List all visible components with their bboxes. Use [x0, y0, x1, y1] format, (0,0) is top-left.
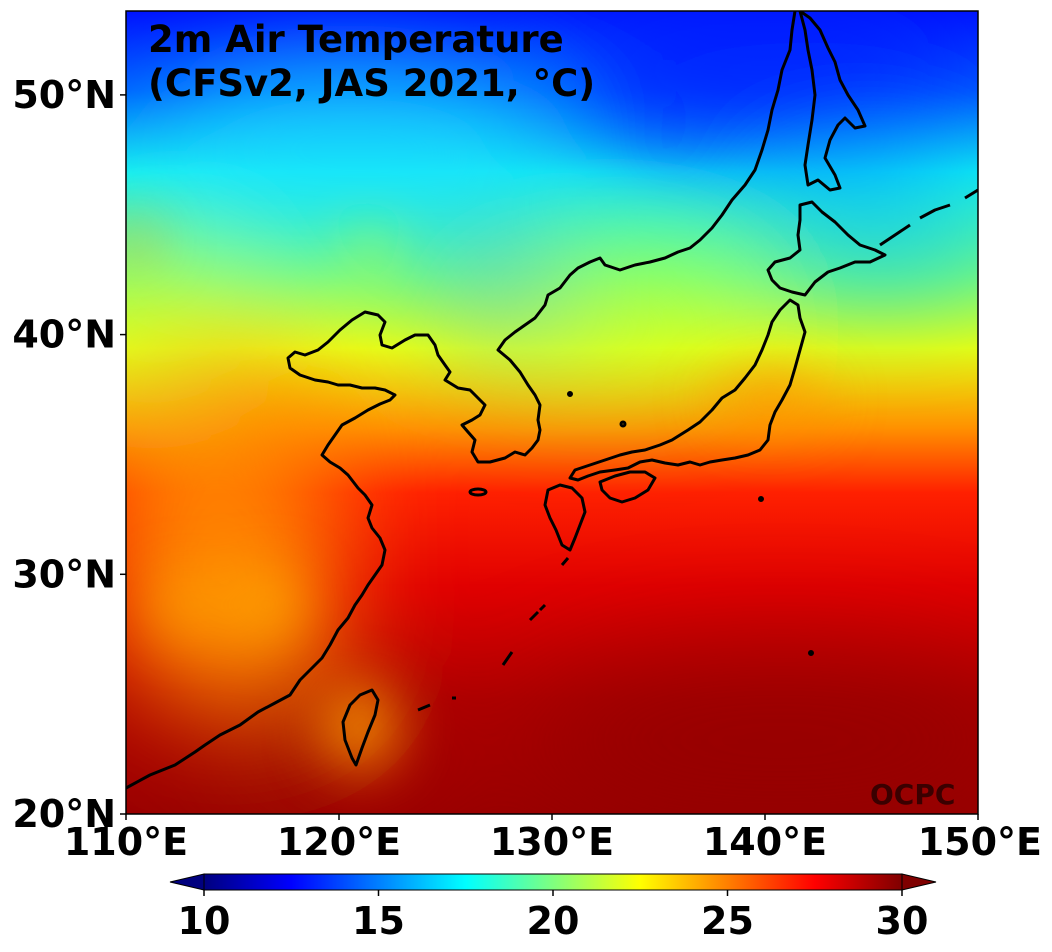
shikoku-coastline [598, 470, 657, 504]
taiwan-coastline [341, 688, 380, 767]
colorbar-tick-label: 25 [701, 899, 754, 943]
ryukyu-islands [417, 557, 570, 712]
honshu-coastline [568, 298, 807, 482]
credit-label: OCPC [870, 778, 955, 811]
small-island [619, 420, 627, 428]
ulleung-island [567, 391, 573, 397]
longitude-ticks: 110°E 120°E 130°E 140°E 150°E [64, 814, 1042, 864]
map-title-line-1: 2m Air Temperature [148, 18, 564, 61]
colorbar: 10 15 20 25 30 [169, 873, 937, 943]
y-tick-label: 30°N [12, 552, 116, 596]
colorbar-ticks: 10 15 20 25 30 [178, 890, 929, 943]
y-tick-label: 20°N [12, 792, 116, 836]
x-tick-label: 130°E [490, 820, 614, 864]
x-tick-label: 120°E [277, 820, 401, 864]
colorbar-tick-label: 20 [527, 899, 580, 943]
colorbar-max-extension [901, 873, 937, 891]
sakhalin-coastline [798, 11, 867, 192]
y-tick-label: 40°N [12, 313, 116, 357]
kyushu-coastline [543, 483, 587, 552]
hokkaido-coastline [766, 200, 887, 297]
colorbar-gradient [203, 873, 903, 891]
x-tick-label: 110°E [64, 820, 188, 864]
colorbar-tick-label: 30 [876, 899, 929, 943]
x-tick-label: 140°E [703, 820, 827, 864]
small-island [808, 650, 814, 656]
temperature-field [126, 11, 978, 814]
kuril-islands [879, 188, 978, 247]
jeju-island [468, 487, 488, 497]
latitude-ticks: 20°N 30°N 40°N 50°N [12, 73, 126, 836]
x-tick-label: 150°E [918, 820, 1042, 864]
small-island [758, 496, 764, 502]
asia-mainland-coastline [126, 11, 797, 790]
map-title-line-2: (CFSv2, JAS 2021, °C) [148, 62, 595, 105]
colorbar-tick-label: 15 [352, 899, 405, 943]
coastlines [126, 11, 978, 790]
colorbar-min-extension [169, 873, 205, 891]
y-tick-label: 50°N [12, 73, 116, 117]
colorbar-tick-label: 10 [178, 899, 231, 943]
